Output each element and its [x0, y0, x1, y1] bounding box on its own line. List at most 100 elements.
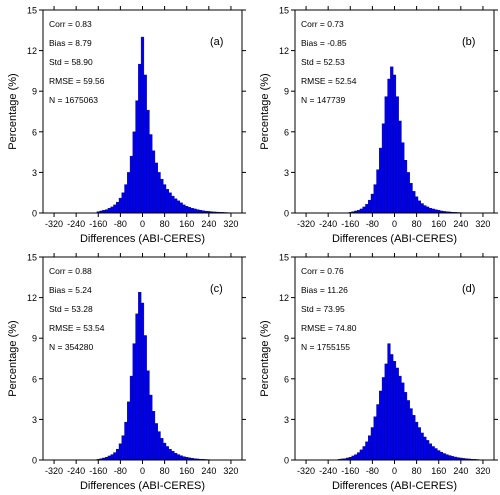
- y-tick-label: 3: [32, 415, 37, 425]
- bar: [406, 400, 410, 461]
- bar: [362, 446, 366, 461]
- bar: [165, 189, 169, 214]
- y-tick-label: 15: [27, 6, 37, 16]
- bar: [431, 208, 435, 214]
- bar: [362, 206, 366, 214]
- bar: [415, 196, 419, 214]
- stat-line: Corr = 0.88: [49, 266, 92, 276]
- bar: [392, 74, 397, 214]
- x-tick-label: -320: [297, 219, 315, 229]
- bar: [428, 443, 433, 461]
- x-tick-label: 0: [140, 466, 145, 476]
- stat-line: N = 147739: [301, 95, 345, 105]
- bar: [365, 203, 369, 214]
- bar: [370, 193, 374, 214]
- x-tick-label: -80: [366, 219, 379, 229]
- x-axis-title: Differences (ABI-CERES): [332, 480, 457, 492]
- x-tick-label: 0: [392, 219, 397, 229]
- bar: [176, 200, 181, 214]
- bar: [121, 435, 125, 461]
- stat-line: Bias = -0.85: [301, 38, 347, 48]
- bar: [182, 204, 186, 214]
- x-tick-label: -160: [341, 219, 359, 229]
- stat-line: RMSE = 74.80: [301, 323, 357, 333]
- bar: [113, 452, 117, 461]
- bar: [143, 335, 147, 461]
- x-axis-title: Differences (ABI-CERES): [80, 233, 205, 245]
- bar: [140, 302, 145, 461]
- stat-line: Std = 52.53: [301, 57, 345, 67]
- bar: [140, 36, 145, 214]
- bar: [135, 100, 139, 214]
- bar: [187, 207, 192, 214]
- bar: [395, 367, 399, 461]
- bar: [182, 456, 186, 461]
- bars: [96, 291, 216, 461]
- x-tick-label: 0: [140, 219, 145, 229]
- y-tick-label: 6: [32, 127, 37, 137]
- bar: [434, 209, 438, 214]
- bar: [193, 208, 197, 214]
- y-tick-label: 9: [284, 87, 289, 97]
- bar: [151, 411, 156, 461]
- bar: [107, 208, 111, 214]
- x-tick-label: 160: [431, 219, 446, 229]
- bar: [401, 382, 405, 461]
- bar: [104, 209, 109, 214]
- stat-line: RMSE = 52.54: [301, 76, 357, 86]
- bar: [124, 421, 128, 461]
- bar: [417, 427, 421, 461]
- bar: [110, 206, 114, 214]
- bar: [135, 313, 139, 461]
- stat-line: Std = 58.90: [49, 57, 93, 67]
- x-tick-label: -320: [297, 466, 315, 476]
- bar: [412, 191, 416, 214]
- x-tick-label: -80: [366, 466, 379, 476]
- y-tick-label: 9: [284, 334, 289, 344]
- bar: [442, 453, 446, 461]
- bar: [138, 63, 142, 214]
- y-tick-label: 0: [284, 456, 289, 466]
- bar: [157, 172, 161, 214]
- bar: [359, 208, 363, 214]
- bar: [138, 291, 142, 461]
- bar: [370, 427, 374, 461]
- bar: [179, 455, 183, 461]
- bar: [157, 431, 161, 461]
- bar: [420, 203, 424, 214]
- bar: [190, 208, 194, 214]
- y-tick-label: 3: [284, 168, 289, 178]
- bar: [381, 123, 386, 214]
- bar: [196, 209, 200, 214]
- bar: [124, 184, 128, 214]
- x-tick-label: 240: [201, 219, 216, 229]
- bar: [415, 421, 419, 461]
- bar: [401, 142, 405, 214]
- bar: [127, 401, 131, 461]
- y-tick-label: 12: [27, 293, 37, 303]
- x-tick-label: 320: [223, 466, 238, 476]
- y-tick-label: 12: [279, 46, 289, 56]
- x-tick-label: 240: [453, 466, 468, 476]
- y-tick-label: 6: [284, 127, 289, 137]
- bar: [121, 192, 125, 214]
- bar: [412, 415, 416, 461]
- y-tick-label: 9: [32, 334, 37, 344]
- stat-line: Corr = 0.76: [301, 266, 344, 276]
- stat-line: N = 1675063: [49, 95, 98, 105]
- bar: [356, 452, 361, 461]
- x-tick-label: 160: [431, 466, 446, 476]
- bar: [151, 150, 156, 214]
- y-axis-title: Percentage (%): [7, 320, 19, 396]
- x-tick-label: 320: [475, 219, 490, 229]
- bar: [420, 432, 424, 461]
- bar: [354, 454, 358, 461]
- bar: [107, 455, 111, 461]
- bar: [149, 394, 153, 461]
- bar: [368, 435, 372, 461]
- y-tick-label: 6: [284, 374, 289, 384]
- bar: [368, 199, 372, 214]
- bar: [379, 390, 383, 461]
- panel-label: (b): [462, 36, 475, 48]
- bar: [110, 454, 114, 461]
